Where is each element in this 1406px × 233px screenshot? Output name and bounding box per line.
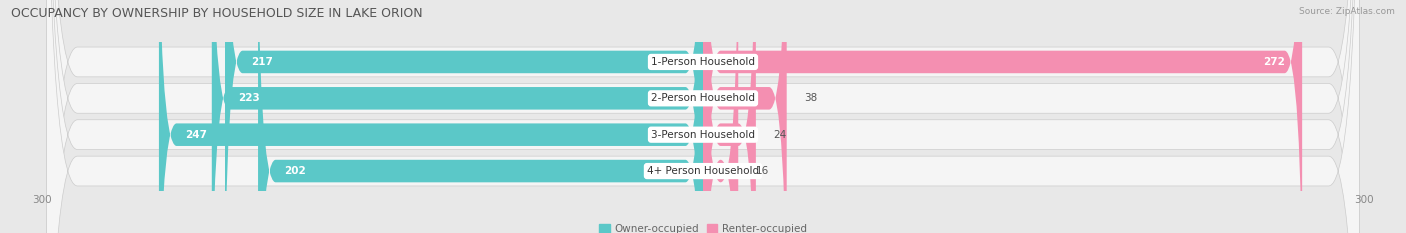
Text: 3-Person Household: 3-Person Household <box>651 130 755 140</box>
FancyBboxPatch shape <box>46 0 1360 233</box>
FancyBboxPatch shape <box>703 0 787 233</box>
FancyBboxPatch shape <box>703 0 738 233</box>
Text: Source: ZipAtlas.com: Source: ZipAtlas.com <box>1299 7 1395 16</box>
Text: 4+ Person Household: 4+ Person Household <box>647 166 759 176</box>
FancyBboxPatch shape <box>225 0 703 233</box>
FancyBboxPatch shape <box>703 0 756 233</box>
FancyBboxPatch shape <box>46 0 1360 233</box>
FancyBboxPatch shape <box>159 0 703 233</box>
Text: 202: 202 <box>284 166 307 176</box>
Text: 223: 223 <box>238 93 260 103</box>
Text: 217: 217 <box>252 57 273 67</box>
Text: 38: 38 <box>804 93 817 103</box>
Text: 1-Person Household: 1-Person Household <box>651 57 755 67</box>
FancyBboxPatch shape <box>46 0 1360 233</box>
Legend: Owner-occupied, Renter-occupied: Owner-occupied, Renter-occupied <box>595 220 811 233</box>
Text: OCCUPANCY BY OWNERSHIP BY HOUSEHOLD SIZE IN LAKE ORION: OCCUPANCY BY OWNERSHIP BY HOUSEHOLD SIZE… <box>11 7 423 20</box>
Text: 24: 24 <box>773 130 787 140</box>
Text: 272: 272 <box>1263 57 1285 67</box>
Text: 247: 247 <box>186 130 207 140</box>
Text: 16: 16 <box>756 166 769 176</box>
Text: 2-Person Household: 2-Person Household <box>651 93 755 103</box>
FancyBboxPatch shape <box>259 0 703 233</box>
FancyBboxPatch shape <box>46 0 1360 233</box>
FancyBboxPatch shape <box>703 0 1302 233</box>
FancyBboxPatch shape <box>212 0 703 233</box>
